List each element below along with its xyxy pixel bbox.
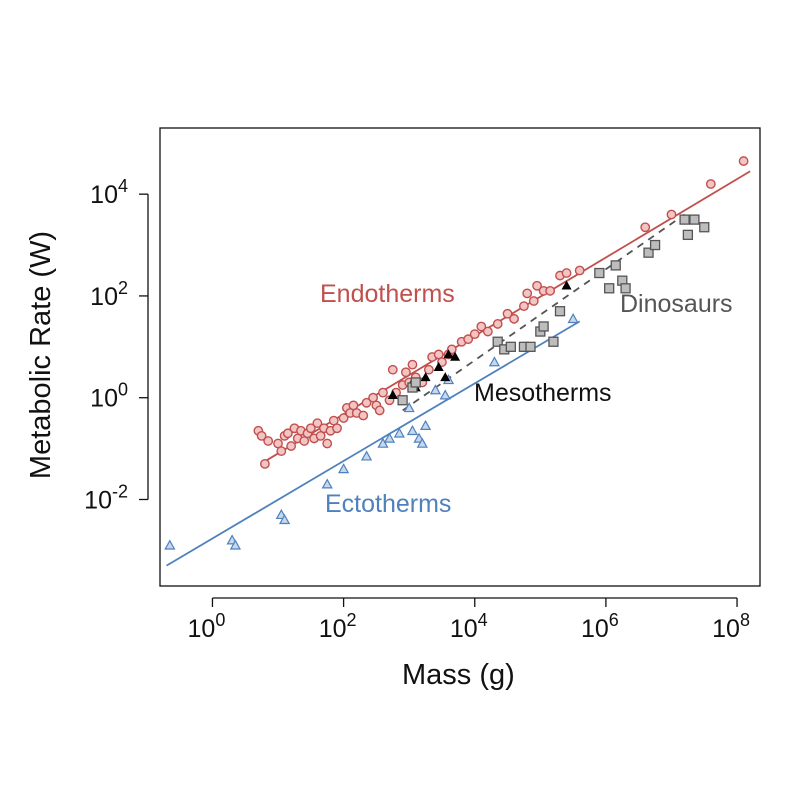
x-tick-label: 106 [581,610,619,643]
data-point-endotherms [374,405,385,416]
data-point-endotherms [256,430,267,441]
data-point-dinosaurs [620,283,631,294]
data-points [164,156,749,550]
data-point-dinosaurs [604,283,615,294]
data-point-endotherms [509,313,519,324]
data-point-mesotherms [443,349,454,359]
series-label-mesotherms: Mesotherms [474,379,612,407]
data-point-endotherms [545,285,556,296]
data-point-dinosaurs [505,341,516,352]
data-point-ectotherms [567,312,579,324]
data-point-mesotherms [440,372,451,382]
data-point-ectotherms [337,463,350,474]
data-point-ectotherms [377,437,389,448]
data-point-ectotherms [419,419,432,430]
data-point-dinosaurs [682,229,694,241]
data-point-mesotherms [561,280,572,290]
data-point-endotherms [338,413,349,423]
data-point-endotherms [519,301,529,312]
data-point-endotherms [482,326,493,337]
data-point-dinosaurs [699,222,710,233]
data-point-dinosaurs [594,267,605,279]
data-point-endotherms [738,156,749,166]
data-point-endotherms [387,364,398,375]
data-point-endotherms [401,367,411,378]
data-point-ectotherms [383,432,396,443]
data-point-dinosaurs [410,377,421,388]
data-point-ectotherms [429,384,442,395]
data-point-endotherms [322,438,333,449]
series-label-endotherms: Endotherms [320,280,455,308]
data-point-endotherms [502,308,513,319]
data-point-endotherms [423,364,434,375]
data-point-ectotherms [406,424,419,436]
data-point-endotherms [312,418,323,429]
data-point-dinosaurs [548,336,559,347]
data-point-ectotherms [439,389,451,400]
data-point-endotherms [705,179,716,189]
data-point-dinosaurs [492,336,503,347]
series-dinosaurs [397,214,710,406]
data-point-endotherms [528,296,539,306]
data-point-endotherms [332,423,342,434]
data-point-dinosaurs [554,306,566,317]
x-axis-title: Mass (g) [402,659,515,691]
series-endotherms [253,156,749,469]
data-point-endotherms [276,446,287,457]
data-point-dinosaurs [525,341,536,352]
data-point-endotherms [378,387,388,398]
data-point-endotherms [640,222,651,233]
data-point-ectotherms [488,356,501,367]
data-point-mesotherms [387,389,398,399]
data-point-mesotherms [450,351,461,361]
data-point-mesotherms [420,372,431,382]
data-point-endotherms [286,441,297,451]
data-point-endotherms [305,423,316,434]
data-point-endotherms [358,410,369,421]
data-point-dinosaurs [610,260,621,271]
data-point-endotherms [407,359,418,370]
data-point-endotherms [574,265,585,276]
y-tick-label: 10-2 [84,481,128,514]
data-point-ectotherms [416,437,428,448]
data-point-endotherms [532,280,542,291]
data-point-endotherms [561,268,572,278]
series-ectotherms [164,312,579,550]
data-point-endotherms [469,329,480,339]
y-axis-title: Metabolic Rate (W) [25,231,57,479]
data-point-endotherms [282,428,293,439]
data-point-endotherms [463,334,474,345]
fit-line-ectotherms [166,320,581,567]
data-point-endotherms [522,288,533,299]
series-label-ectotherms: Ectotherms [325,490,451,518]
data-point-dinosaurs [649,239,661,251]
data-point-mesotherms [433,361,444,371]
data-point-ectotherms [360,450,373,461]
data-point-ectotherms [164,539,176,550]
data-point-endotherms [492,319,503,329]
data-point-dinosaurs [397,395,408,406]
data-point-dinosaurs [689,214,700,225]
data-point-dinosaurs [643,247,654,258]
data-point-ectotherms [403,402,415,413]
data-point-ectotherms [393,427,405,438]
series-label-dinosaurs: Dinosaurs [620,290,733,318]
data-point-endotherms [476,321,487,332]
data-point-endotherms [263,436,274,446]
data-point-ectotherms [278,514,291,525]
plot-area-frame [159,127,761,587]
data-point-dinosaurs [538,321,549,332]
data-point-endotherms [361,397,372,408]
data-point-ectotherms [229,539,242,550]
data-point-endotherms [260,458,270,469]
data-point-dinosaurs [679,214,690,225]
data-point-ectotherms [321,478,333,489]
data-point-endotherms [666,209,677,220]
